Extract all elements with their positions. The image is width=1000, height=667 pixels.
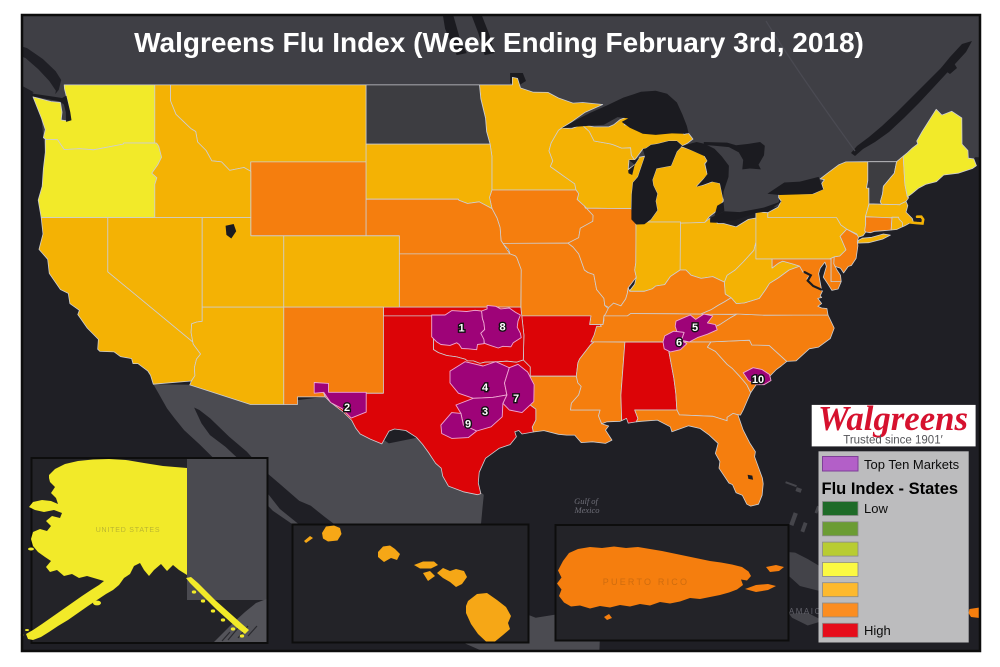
- svg-text:UNITED STATES: UNITED STATES: [96, 527, 161, 534]
- svg-text:2: 2: [344, 402, 350, 414]
- svg-text:Walgreens Flu Index (Week Endi: Walgreens Flu Index (Week Ending Februar…: [134, 27, 864, 58]
- svg-text:6: 6: [676, 337, 682, 349]
- svg-text:7: 7: [513, 393, 519, 405]
- svg-text:PUERTO RICO: PUERTO RICO: [603, 577, 689, 587]
- svg-text:Low: Low: [864, 501, 888, 516]
- svg-text:Top Ten Markets: Top Ten Markets: [864, 457, 960, 472]
- svg-text:8: 8: [499, 322, 505, 334]
- svg-text:3: 3: [482, 406, 488, 418]
- svg-text:9: 9: [465, 419, 471, 431]
- svg-text:Walgreens: Walgreens: [818, 400, 968, 438]
- svg-text:1: 1: [458, 323, 464, 335]
- svg-text:10: 10: [752, 374, 764, 386]
- svg-text:JAMAICA: JAMAICA: [783, 607, 828, 616]
- svg-text:Gulf of: Gulf of: [574, 496, 599, 506]
- svg-text:Flu Index - States: Flu Index - States: [822, 480, 959, 498]
- svg-text:High: High: [864, 623, 891, 638]
- svg-text:Mexico: Mexico: [573, 505, 599, 515]
- svg-text:4: 4: [482, 382, 489, 394]
- svg-text:5: 5: [692, 322, 698, 334]
- svg-text:Trusted since 1901′: Trusted since 1901′: [843, 435, 943, 447]
